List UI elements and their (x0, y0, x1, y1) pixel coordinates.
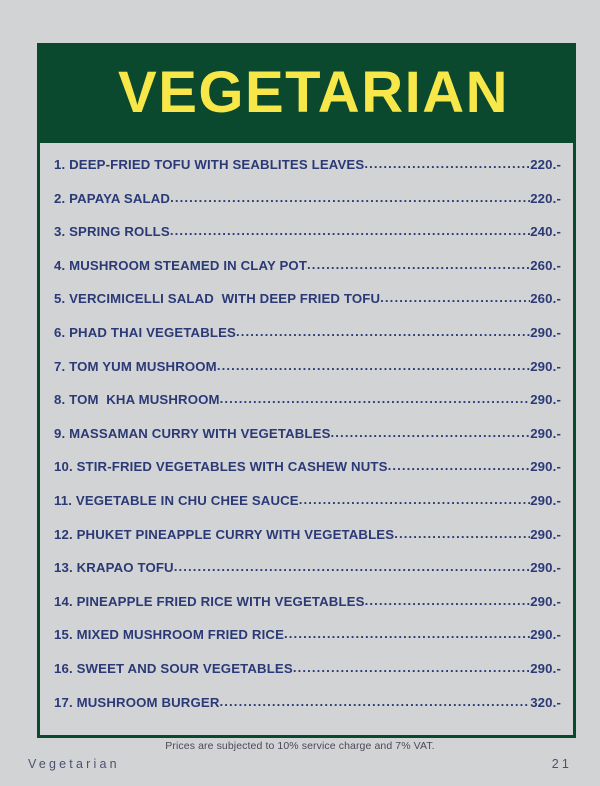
menu-item-row: 12. PHUKET PINEAPPLE CURRY WITH VEGETABL… (54, 525, 561, 561)
menu-item-row: 9. MASSAMAN CURRY WITH VEGETABLES.......… (54, 424, 561, 460)
dot-leader: ........................................… (173, 559, 531, 575)
menu-item-name: 6. PHAD THAI VEGETABLES (54, 324, 236, 340)
dot-leader: ........................................… (216, 357, 531, 373)
dot-leader: ........................................… (330, 424, 531, 440)
page-footer: Vegetarian 21 (28, 757, 572, 771)
dot-leader: ........................................… (364, 156, 530, 171)
menu-item-price: 290.- (530, 560, 561, 576)
menu-item-price: 290.- (530, 392, 561, 408)
menu-item-name: 14. PINEAPPLE FRIED RICE WITH VEGETABLES (54, 593, 365, 609)
menu-item-price: 290.- (530, 425, 561, 441)
menu-items-list: 1. DEEP-FRIED TOFU WITH SEABLITES LEAVES… (54, 156, 561, 729)
menu-item-row: 1. DEEP-FRIED TOFU WITH SEABLITES LEAVES… (54, 156, 561, 191)
page-title: VEGETARIAN (118, 60, 509, 125)
menu-item-price: 290.- (530, 627, 561, 643)
menu-item-name: 2. PAPAYA SALAD (54, 190, 171, 206)
menu-item-name: 8. TOM KHA MUSHROOM (54, 392, 220, 408)
menu-item-row: 16. SWEET AND SOUR VEGETABLES...........… (54, 659, 561, 695)
dot-leader: ........................................… (364, 592, 531, 608)
menu-item-price: 260.- (530, 291, 561, 307)
menu-item-name: 9. MASSAMAN CURRY WITH VEGETABLES (54, 425, 331, 441)
menu-item-name: 1. DEEP-FRIED TOFU WITH SEABLITES LEAVES (54, 157, 365, 172)
dot-leader: ........................................… (284, 626, 530, 642)
menu-item-name: 10. STIR-FRIED VEGETABLES WITH CASHEW NU… (54, 459, 388, 475)
menu-item-name: 11. VEGETABLE IN CHU CHEE SAUCE (54, 492, 299, 508)
menu-item-price: 240.- (530, 224, 561, 240)
menu-item-price: 260.- (530, 257, 561, 273)
menu-item-price: 290.- (530, 660, 561, 676)
menu-item-row: 5. VERCIMICELLI SALAD WITH DEEP FRIED TO… (54, 290, 561, 325)
menu-item-price: 320.- (530, 694, 561, 710)
menu-item-name: 12. PHUKET PINEAPPLE CURRY WITH VEGETABL… (54, 526, 395, 542)
menu-item-name: 3. SPRING ROLLS (54, 224, 170, 240)
menu-item-price: 290.- (530, 324, 561, 340)
footer-section-label: Vegetarian (28, 757, 120, 771)
price-disclaimer: Prices are subjected to 10% service char… (165, 740, 435, 752)
dot-leader: ........................................… (307, 256, 531, 272)
dot-leader: ........................................… (298, 491, 531, 507)
menu-item-row: 14. PINEAPPLE FRIED RICE WITH VEGETABLES… (54, 592, 561, 628)
menu-item-name: 17. MUSHROOM BURGER (54, 694, 220, 710)
dot-leader: ........................................… (236, 323, 530, 339)
menu-item-row: 8. TOM KHA MUSHROOM.....................… (54, 391, 561, 426)
menu-item-price: 220.- (530, 157, 561, 172)
dot-leader: ........................................… (387, 458, 531, 474)
menu-item-row: 6. PHAD THAI VEGETABLES.................… (54, 323, 561, 359)
menu-item-row: 7. TOM YUM MUSHROOM.....................… (54, 357, 561, 393)
menu-item-price: 220.- (530, 190, 561, 206)
menu-item-name: 15. MIXED MUSHROOM FRIED RICE (54, 627, 285, 643)
menu-item-row: 2. PAPAYA SALAD.........................… (54, 189, 561, 225)
dot-leader: ........................................… (219, 391, 531, 407)
menu-item-price: 290.- (530, 593, 561, 609)
menu-item-name: 5. VERCIMICELLI SALAD WITH DEEP FRIED TO… (54, 291, 381, 307)
menu-item-name: 4. MUSHROOM STEAMED IN CLAY POT (54, 257, 308, 273)
dot-leader: ........................................… (219, 693, 531, 709)
dot-leader: ........................................… (380, 290, 530, 306)
menu-item-price: 290.- (530, 358, 561, 374)
dot-leader: ........................................… (292, 659, 531, 675)
menu-item-row: 11. VEGETABLE IN CHU CHEE SAUCE.........… (54, 491, 561, 527)
dot-leader: ........................................… (170, 189, 531, 205)
footer-page-number: 21 (551, 757, 572, 771)
dot-leader: ........................................… (394, 525, 530, 541)
menu-item-row: 4. MUSHROOM STEAMED IN CLAY POT.........… (54, 256, 561, 292)
menu-item-name: 13. KRAPAO TOFU (54, 560, 174, 576)
menu-card: VEGETARIAN 1. DEEP-FRIED TOFU WITH SEABL… (37, 43, 576, 738)
dot-leader: ........................................… (169, 223, 531, 239)
menu-item-name: 16. SWEET AND SOUR VEGETABLES (54, 660, 293, 676)
menu-item-row: 3. SPRING ROLLS.........................… (54, 223, 561, 258)
menu-item-row: 13. KRAPAO TOFU.........................… (54, 559, 561, 594)
menu-item-row: 10. STIR-FRIED VEGETABLES WITH CASHEW NU… (54, 458, 561, 493)
menu-item-price: 290.- (530, 492, 561, 508)
menu-items-frame: 1. DEEP-FRIED TOFU WITH SEABLITES LEAVES… (37, 143, 576, 738)
menu-item-price: 290.- (530, 526, 561, 542)
menu-item-price: 290.- (530, 459, 561, 475)
menu-title-band: VEGETARIAN (37, 43, 576, 143)
menu-item-row: 17. MUSHROOM BURGER.....................… (54, 693, 561, 729)
menu-item-row: 15. MIXED MUSHROOM FRIED RICE...........… (54, 626, 561, 661)
menu-item-name: 7. TOM YUM MUSHROOM (54, 358, 217, 374)
